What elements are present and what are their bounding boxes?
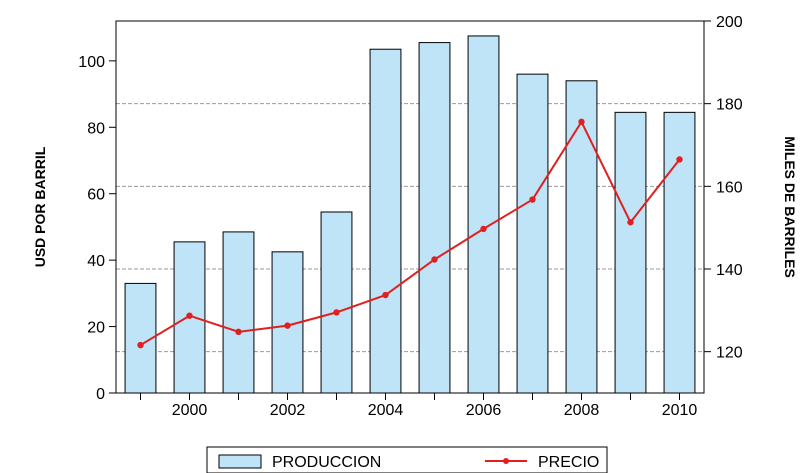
bar-2010 (663, 111, 696, 394)
legend-produccion-label: PRODUCCION (272, 454, 381, 471)
gridlines (116, 103, 704, 353)
left-tick-label-40: 40 (87, 253, 105, 270)
left-tick-label-0: 0 (96, 386, 105, 403)
x-tick-label-2006: 2006 (466, 402, 502, 419)
line-series-precio (137, 118, 683, 349)
precio-point-2006 (480, 225, 487, 233)
right-tick-label-140: 140 (716, 262, 743, 279)
legend-produccion-swatch (218, 454, 262, 469)
left-tick-label-20: 20 (87, 320, 105, 337)
left-axis-title: USD POR BARRIL (32, 146, 48, 267)
left-tick-label-80: 80 (87, 120, 105, 137)
precio-point-2001 (235, 328, 242, 336)
precio-point-2009 (627, 219, 634, 226)
legend-precio-label: PRECIO (538, 454, 599, 471)
right-tick-label-160: 160 (716, 179, 743, 196)
right-tick-label-120: 120 (716, 345, 743, 362)
legend-box (206, 446, 608, 473)
legend-precio-marker (503, 458, 509, 464)
precio-point-2004 (382, 291, 389, 299)
bar-2006 (467, 35, 500, 394)
bar-2008 (565, 80, 598, 394)
bar-2005 (418, 42, 451, 394)
x-tick-label-2002: 2002 (270, 402, 306, 419)
precio-point-2002 (284, 322, 291, 329)
precio-point-2000 (186, 312, 193, 319)
x-tick-label-2010: 2010 (662, 402, 698, 419)
precio-point-2003 (333, 309, 340, 316)
bar-2007 (516, 73, 549, 394)
precio-point-2010 (676, 156, 683, 163)
precio-point-2008 (578, 118, 585, 126)
bar-2004 (369, 48, 402, 394)
x-tick-label-2004: 2004 (368, 402, 404, 419)
bar-series-produccion (124, 35, 696, 394)
x-tick-label-2008: 2008 (564, 402, 600, 419)
left-tick-label-100: 100 (78, 54, 105, 71)
bar-2001 (222, 231, 255, 394)
bar-2009 (614, 111, 647, 394)
precio-point-2005 (431, 256, 438, 263)
plot-frame (115, 20, 705, 394)
bar-2003 (320, 211, 353, 394)
precio-line (139, 120, 681, 346)
precio-point-1999 (137, 341, 144, 349)
left-tick-label-60: 60 (87, 187, 105, 204)
x-tick-label-2000: 2000 (172, 402, 208, 419)
precio-point-2007 (529, 196, 536, 203)
legend: PRODUCCION PRECIO (206, 446, 608, 473)
right-tick-label-200: 200 (716, 14, 743, 31)
right-tick-label-180: 180 (716, 97, 743, 114)
right-axis-title: MILES DE BARRILES (782, 136, 798, 278)
